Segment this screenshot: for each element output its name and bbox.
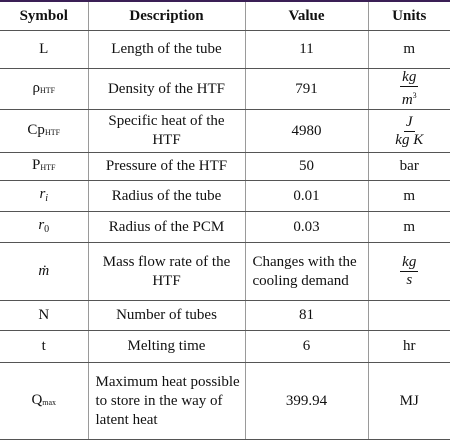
- symbol-cell: CpHTF: [0, 109, 88, 153]
- table-row: r0 Radius of the PCM 0.03 m: [0, 211, 450, 243]
- unit-cell: [367, 300, 450, 331]
- header-units: Units: [367, 1, 450, 31]
- unit-numerator: J: [403, 113, 415, 132]
- symbol-text: ṁ: [38, 263, 50, 279]
- unit-fraction: J kg K: [393, 114, 425, 149]
- value-cell: 0.03: [244, 211, 368, 243]
- table-row: L Length of the tube 11 m: [0, 30, 450, 69]
- unit-cell: m: [367, 180, 450, 212]
- unit-cell: MJ: [367, 362, 450, 440]
- unit-exponent: 3: [412, 91, 417, 100]
- value-cell: 81: [244, 300, 368, 331]
- value-cell: Changes with the cooling demand: [244, 242, 368, 301]
- description-cell: Melting time: [87, 330, 245, 363]
- symbol-subscript: max: [42, 397, 57, 407]
- table-row: ṁ Mass flow rate of the HTF Changes with…: [0, 242, 450, 301]
- description-cell: Maximum heat possible to store in the wa…: [87, 362, 245, 440]
- description-cell: Radius of the PCM: [87, 211, 245, 243]
- symbol-text: r: [38, 216, 45, 233]
- symbol-cell: ri: [0, 180, 88, 212]
- unit-denominator-base: m: [401, 92, 413, 108]
- symbol-text: ρ: [32, 79, 40, 96]
- symbol-text: Q: [31, 391, 43, 408]
- symbol-subscript: HTF: [44, 127, 61, 137]
- unit-cell: m: [367, 30, 450, 69]
- table-row: N Number of tubes 81: [0, 300, 450, 331]
- unit-denominator: s: [406, 272, 413, 288]
- symbol-cell: t: [0, 330, 88, 363]
- symbol-text: r: [39, 185, 46, 202]
- value-cell: 791: [244, 68, 368, 110]
- symbol-text: Cp: [27, 121, 45, 138]
- value-cell: 11: [244, 30, 368, 69]
- table-row: PHTF Pressure of the HTF 50 bar: [0, 152, 450, 181]
- value-cell: 6: [244, 330, 368, 363]
- symbol-subscript: HTF: [40, 163, 56, 172]
- unit-cell: m: [367, 211, 450, 243]
- unit-denominator: kg K: [395, 131, 424, 148]
- unit-cell: bar: [367, 152, 450, 181]
- unit-denominator: m3: [400, 87, 419, 109]
- description-cell: Length of the tube: [87, 30, 245, 69]
- header-description: Description: [87, 1, 245, 31]
- unit-cell: J kg K: [367, 109, 450, 153]
- symbol-cell: Qmax: [0, 362, 88, 440]
- value-cell: 399.94: [244, 362, 368, 440]
- symbol-text: P: [32, 157, 41, 173]
- description-cell: Specific heat of the HTF: [87, 109, 245, 153]
- symbol-cell: ρHTF: [0, 68, 88, 110]
- value-cell: 4980: [244, 109, 368, 153]
- description-cell: Radius of the tube: [87, 180, 245, 212]
- value-cell: 0.01: [244, 180, 368, 212]
- unit-cell: kg m3: [367, 68, 450, 110]
- symbol-cell: L: [0, 30, 88, 69]
- symbol-text: N: [38, 307, 50, 323]
- unit-numerator: kg: [400, 69, 419, 87]
- header-symbol: Symbol: [0, 1, 88, 31]
- symbol-cell: ṁ: [0, 242, 88, 301]
- symbol-text: t: [41, 338, 46, 354]
- table-header-row: Symbol Description Value Units: [0, 1, 450, 31]
- table-row: Qmax Maximum heat possible to store in t…: [0, 362, 450, 440]
- symbol-cell: r0: [0, 211, 88, 243]
- description-cell: Density of the HTF: [87, 68, 245, 110]
- table-row: ρHTF Density of the HTF 791 kg m3: [0, 68, 450, 110]
- description-cell: Pressure of the HTF: [87, 152, 245, 181]
- symbol-cell: PHTF: [0, 152, 88, 181]
- unit-fraction: kg s: [400, 254, 419, 289]
- description-cell: Number of tubes: [87, 300, 245, 331]
- unit-cell: kg s: [367, 242, 450, 301]
- symbol-cell: N: [0, 300, 88, 331]
- symbol-text: L: [39, 41, 49, 57]
- unit-cell: hr: [367, 330, 450, 363]
- unit-numerator: kg: [400, 254, 419, 272]
- value-cell: 50: [244, 152, 368, 181]
- symbol-subscript: i: [45, 192, 49, 204]
- description-cell: Mass flow rate of the HTF: [87, 242, 245, 301]
- table-row: CpHTF Specific heat of the HTF 4980 J kg…: [0, 109, 450, 153]
- table-row: t Melting time 6 hr: [0, 330, 450, 363]
- unit-fraction: kg m3: [400, 69, 419, 109]
- symbol-subscript: HTF: [39, 85, 56, 95]
- table-row: ri Radius of the tube 0.01 m: [0, 180, 450, 212]
- header-value: Value: [244, 1, 368, 31]
- symbol-subscript: 0: [44, 223, 50, 235]
